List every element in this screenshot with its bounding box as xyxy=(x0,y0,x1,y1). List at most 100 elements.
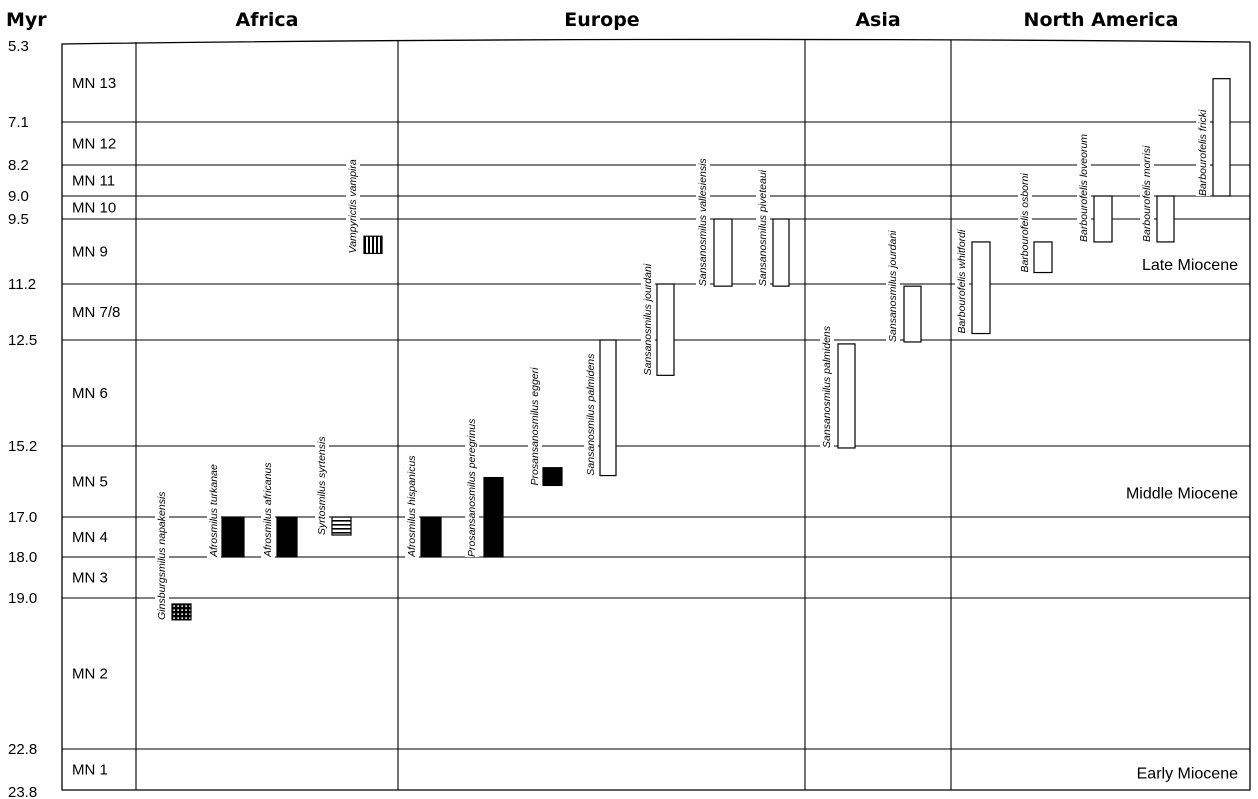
epoch-label: Middle Miocene xyxy=(1126,485,1238,502)
taxon-label-background xyxy=(756,169,770,287)
taxon-range: Afrosmilus turkanae xyxy=(207,464,245,558)
taxon-range: Barbourofelis osborni xyxy=(1018,172,1053,274)
taxon-name: Sansanosmilus palmidens xyxy=(821,325,833,448)
epoch-label: Late Miocene xyxy=(1142,257,1238,274)
age-tick-label: 9.5 xyxy=(8,211,29,228)
age-tick-label: 8.2 xyxy=(8,157,29,174)
taxon-label-background xyxy=(261,461,275,558)
taxon-label-background xyxy=(1018,172,1032,273)
taxon-label-background xyxy=(584,352,598,476)
epoch-labels: Late Miocene Middle Miocene Early Miocene xyxy=(1126,257,1238,783)
taxon-range: Barbourofelis loveorum xyxy=(1077,133,1113,243)
taxon-range: Sansanosmilus jourdani xyxy=(641,263,675,376)
taxon-label-background xyxy=(155,490,169,620)
age-tick-label: 5.3 xyxy=(8,38,29,55)
age-tick-label: 15.2 xyxy=(8,438,37,455)
taxon-label-background xyxy=(528,366,542,486)
taxon-name: Afrosmilus turkanae xyxy=(208,464,220,558)
taxon-name: Prosansanosmilus eggeri xyxy=(529,367,541,486)
age-tick-label: 9.0 xyxy=(8,188,29,205)
y-axis-title: Myr xyxy=(6,9,47,31)
taxon-range: Prosansanosmilus peregrinus xyxy=(465,417,504,558)
taxon-label-background xyxy=(207,464,221,558)
age-tick-label: 23.8 xyxy=(8,784,37,799)
taxon-label-background xyxy=(1140,144,1154,242)
mn-zone-label: MN 5 xyxy=(72,474,108,491)
taxon-range-bar xyxy=(772,218,790,287)
taxon-range-bar xyxy=(1033,241,1053,274)
taxon-range: Vampyrictis vampira xyxy=(346,159,383,255)
taxon-range: Afrosmilus africanus xyxy=(261,461,298,558)
taxon-name: Afrosmilus africanus xyxy=(262,462,274,558)
taxon-range-bar xyxy=(971,241,991,335)
age-tick-label: 11.2 xyxy=(8,276,36,293)
chart-frame xyxy=(61,38,1251,791)
taxon-label-background xyxy=(346,159,360,254)
taxon-range: Sansanosmilus vallesiensis xyxy=(696,157,733,287)
taxon-label-background xyxy=(886,229,900,342)
taxon-range-bar xyxy=(656,283,675,376)
taxon-range: Sansanosmilus palmidens xyxy=(820,325,856,449)
taxon-range: Barbourofelis morrisi xyxy=(1140,144,1175,243)
taxon-range-bar xyxy=(1093,195,1113,243)
taxon-name: Sansanosmilus piveteaui xyxy=(757,169,769,286)
taxon-name: Sansanosmilus vallesiensis xyxy=(697,158,709,287)
taxon-name: Prosansanosmilus peregrinus xyxy=(466,418,478,557)
mn-zone-label: MN 7/8 xyxy=(72,304,120,321)
mn-zone-label: MN 1 xyxy=(72,762,108,779)
epoch-label: Early Miocene xyxy=(1137,766,1238,783)
taxon-range: Syrtosmilus syrtensis xyxy=(315,435,352,536)
taxon-name: Barbourofelis loveorum xyxy=(1078,134,1090,242)
taxon-range: Barbourofelis fricki xyxy=(1196,78,1231,197)
mn-zone-label: MN 4 xyxy=(72,529,108,546)
taxon-label-background xyxy=(1196,108,1210,196)
chart-border xyxy=(61,38,1251,791)
taxon-label-background xyxy=(696,157,710,287)
taxon-name: Barbourofelis osborni xyxy=(1019,173,1031,273)
taxon-range: Sansanosmilus piveteaui xyxy=(756,169,790,287)
taxon-name: Barbourofelis morrisi xyxy=(1141,145,1153,242)
age-tick-label: 22.8 xyxy=(8,741,37,758)
taxon-name: Syrtosmilus syrtensis xyxy=(316,436,328,535)
taxon-range-bar xyxy=(1156,195,1175,243)
taxon-label-background xyxy=(955,228,969,334)
region-header: Africa xyxy=(236,9,299,31)
taxon-name: Afrosmilus hispanicus xyxy=(406,455,418,558)
taxon-label-background xyxy=(315,435,329,535)
taxon-range-bar xyxy=(276,516,298,558)
age-tick-label: 17.0 xyxy=(8,509,37,526)
taxon-range: Afrosmilus hispanicus xyxy=(405,454,442,558)
age-tick-label: 19.0 xyxy=(8,590,37,607)
age-ticks: 5.3 7.1 8.2 9.0 9.5 11.2 12.5 15.2 17.0 18.0 19.0 2… xyxy=(8,38,37,799)
mn-zone-label: MN 13 xyxy=(72,75,116,92)
age-tick-label: 18.0 xyxy=(8,549,37,566)
taxon-range-bar xyxy=(903,285,922,343)
taxon-range: Sansanosmilus jourdani xyxy=(886,229,922,343)
taxon-range-bar xyxy=(363,235,383,255)
taxon-name: Sansanosmilus jourdani xyxy=(642,263,654,375)
taxon-range-bar xyxy=(420,516,442,558)
region-header: Europe xyxy=(564,9,639,31)
taxon-name: Sansanosmilus jourdani xyxy=(887,230,899,342)
taxon-range-bar xyxy=(221,516,245,558)
taxon-name: Barbourofelis fricki xyxy=(1197,109,1209,196)
taxon-range: Ginsburgsmilus napakensis xyxy=(155,490,192,621)
taxon-name: Barbourofelis whitfordi xyxy=(956,229,968,334)
region-header: Asia xyxy=(855,9,900,31)
mn-zone-label: MN 6 xyxy=(72,385,108,402)
age-tick-label: 7.1 xyxy=(8,114,29,131)
region-header: North America xyxy=(1024,9,1179,31)
taxon-label-background xyxy=(820,325,834,448)
mn-zone-label: MN 3 xyxy=(72,570,108,587)
region-headers: Africa Europe Asia North America xyxy=(236,9,1179,31)
age-tick-label: 12.5 xyxy=(8,332,37,349)
taxon-label-background xyxy=(1077,133,1091,242)
mn-zone-label: MN 11 xyxy=(72,173,115,190)
taxon-range-bar xyxy=(837,343,856,449)
taxon-label-background xyxy=(465,417,479,557)
taxon-range: Prosansanosmilus eggeri xyxy=(528,366,563,487)
mn-zone-label: MN 10 xyxy=(72,200,116,217)
taxon-label-background xyxy=(641,263,655,376)
mn-zone-label: MN 12 xyxy=(72,136,116,153)
